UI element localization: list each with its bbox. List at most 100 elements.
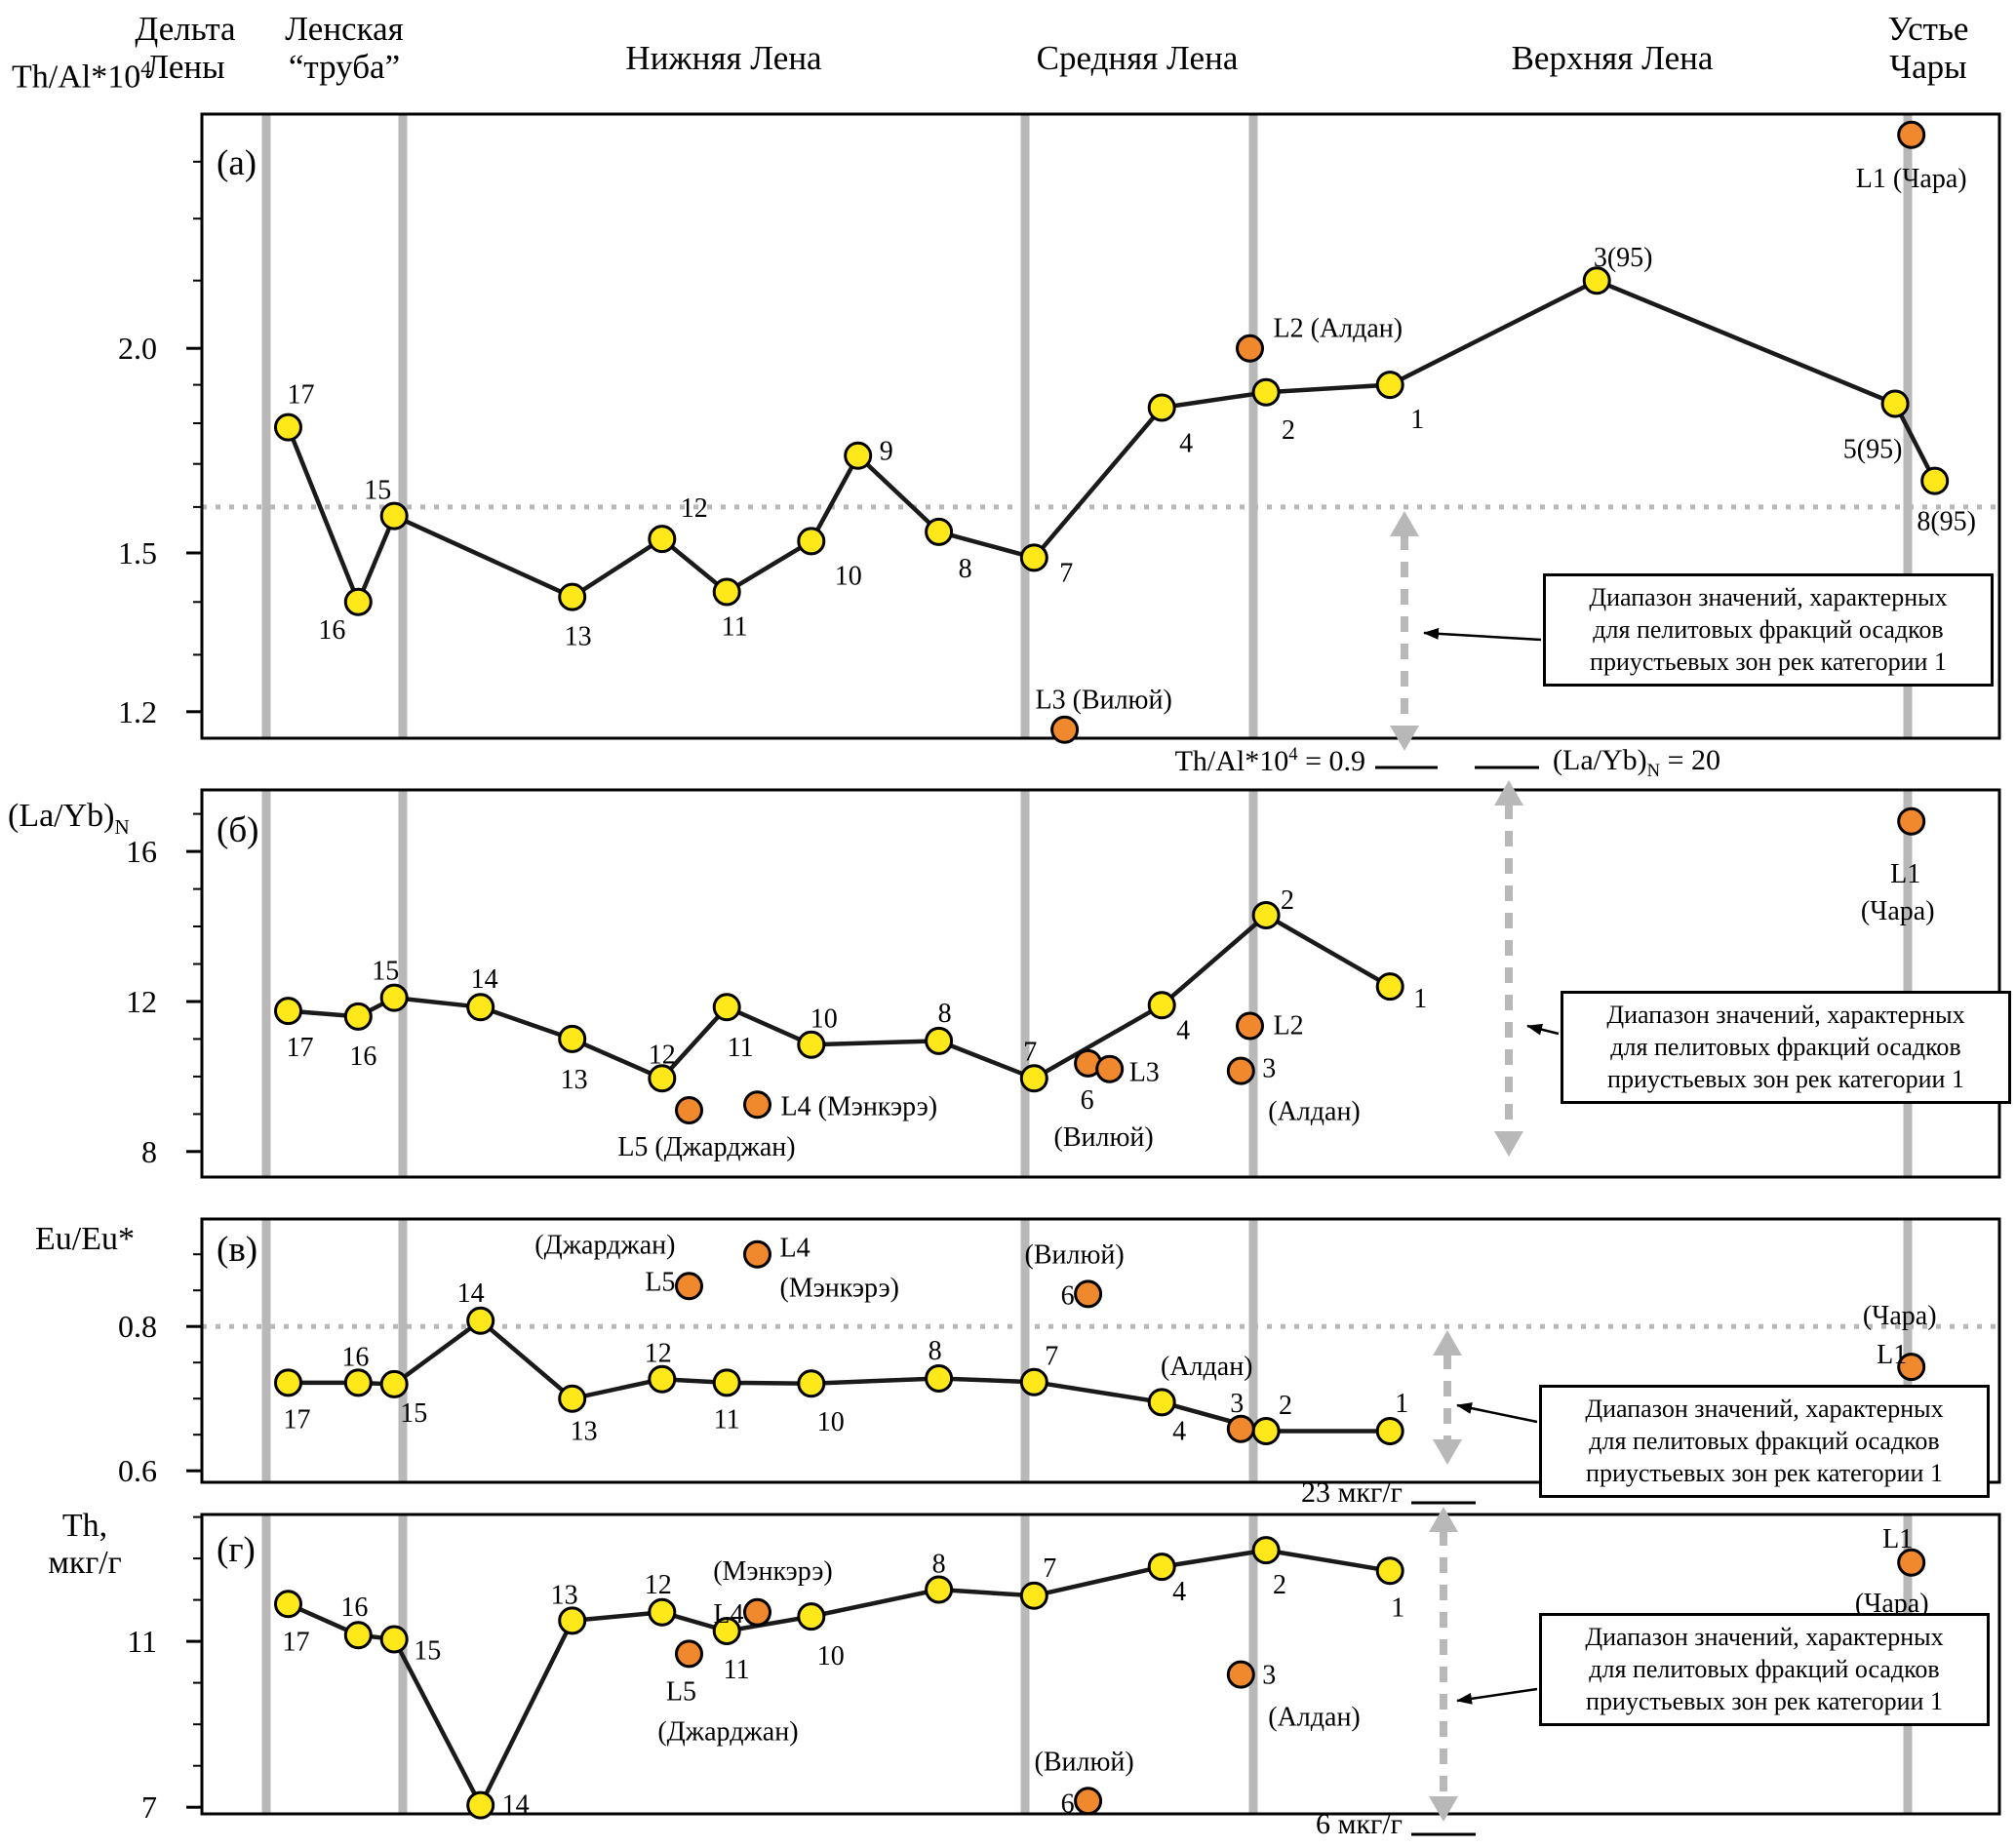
threshold-text: = 0.9 <box>1297 745 1365 777</box>
point-label: 15 <box>400 1398 427 1429</box>
data-point-10 <box>797 1030 826 1059</box>
y-axis-title-eu: Eu/Eu* <box>35 1221 135 1258</box>
data-point-2 <box>1251 377 1281 407</box>
data-point-7 <box>1019 543 1048 572</box>
point-label: 6 <box>1081 1085 1094 1116</box>
data-point-13 <box>558 582 587 611</box>
data-point-17 <box>274 1368 302 1397</box>
point-label: 5(95) <box>1843 435 1903 465</box>
data-point-L1 <box>1897 806 1926 836</box>
callout-line: приустьевых зон рек категории 1 <box>1590 647 1947 676</box>
point-sublabel: (Чара) <box>1861 896 1935 926</box>
point-label: 14 <box>502 1790 530 1821</box>
threshold-text: (La/Yb) <box>1553 744 1647 776</box>
panel-border <box>200 1217 2001 1484</box>
data-point-3 <box>1226 1056 1255 1085</box>
zone-header-line: Нижняя Лена <box>625 39 822 77</box>
zone-header-line: Средняя Лена <box>1036 39 1239 77</box>
y-tick-label: 2.0 <box>118 331 157 366</box>
point-sublabel: (Джарджан) <box>534 1230 675 1260</box>
data-point-2 <box>1251 1417 1281 1445</box>
zone-header-delta-leny: Дельта Лены <box>135 10 235 86</box>
data-point-3(95) <box>1582 266 1611 295</box>
callout-box-range-g: Диапазон значений, характерных для пелит… <box>1539 1613 1990 1727</box>
data-point-4 <box>1147 1388 1176 1417</box>
point-label: L4 <box>713 1599 743 1630</box>
point-label: 16 <box>318 615 345 646</box>
data-point-12 <box>648 1064 677 1093</box>
point-label: 13 <box>565 622 592 652</box>
data-point-10 <box>797 1369 826 1398</box>
data-line <box>288 913 1392 1081</box>
range-arrow-head-down <box>1494 1131 1523 1157</box>
data-point-8 <box>925 517 954 546</box>
point-label: L4 (Мэнкэрэ) <box>780 1091 937 1121</box>
data-point-15 <box>379 501 409 531</box>
callout-line: приустьевых зон рек категории 1 <box>1607 1064 1964 1093</box>
data-point-12 <box>648 1597 677 1627</box>
threshold-label-th-al: Th/Al*104 = 0.9 <box>927 744 1365 778</box>
point-label: 12 <box>681 493 708 524</box>
data-point-L5 <box>675 1639 703 1669</box>
point-sublabel: (Мэнкэрэ) <box>779 1274 899 1304</box>
data-point-8 <box>925 1575 954 1604</box>
data-point-11 <box>712 1368 741 1397</box>
data-point-L4 <box>743 1090 771 1120</box>
point-label: 12 <box>645 1339 672 1369</box>
point-label: L5 <box>645 1267 675 1297</box>
data-point-1 <box>1375 972 1404 1002</box>
point-label: L5 <box>666 1676 696 1707</box>
threshold-sup: 4 <box>1288 744 1298 765</box>
y-tick-label: 0.8 <box>118 1309 157 1344</box>
point-label: 16 <box>341 1342 369 1372</box>
callout-arrow <box>1456 1402 1538 1424</box>
data-point-3 <box>1226 1414 1255 1443</box>
callout-line: Диапазон значений, характерных <box>1585 1395 1944 1423</box>
data-point-17 <box>274 997 302 1026</box>
data-line <box>287 1548 1391 1808</box>
data-point-L1 <box>1897 120 1926 149</box>
panel-border <box>200 1513 2001 1816</box>
point-label: 16 <box>340 1592 368 1623</box>
callout-line: для пелитовых фракций осадков <box>1589 1654 1940 1683</box>
callout-box-range-v: Диапазон значений, характерных для пелит… <box>1539 1385 1990 1499</box>
data-point-13 <box>558 1024 587 1053</box>
point-label: 1 <box>1395 1389 1408 1419</box>
axis-title-text: Th, <box>61 1508 108 1544</box>
axis-title-sub: N <box>114 814 130 839</box>
panel-letter-a: (а) <box>217 143 257 183</box>
callout-arrow <box>1456 1687 1538 1705</box>
point-label: 13 <box>561 1065 588 1095</box>
point-label: 2 <box>1282 415 1295 446</box>
callout-line: приустьевых зон рек категории 1 <box>1586 1458 1943 1487</box>
point-label: 8 <box>929 1336 942 1366</box>
point-label: 14 <box>457 1278 485 1309</box>
y-tick-label: 11 <box>127 1624 157 1659</box>
point-sublabel: (Алдан) <box>1268 1097 1361 1127</box>
callout-box-range-b: Диапазон значений, характерных для пелит… <box>1561 991 2011 1105</box>
point-label: 8 <box>938 999 952 1029</box>
y-tick-label: 12 <box>126 984 157 1019</box>
data-point-L3 <box>1050 715 1080 744</box>
axis-title-text: (La/Yb) <box>8 798 115 834</box>
point-label: 4 <box>1176 1015 1190 1045</box>
point-label: L1 (Чара) <box>1856 164 1967 194</box>
point-label: L2 <box>1273 1010 1303 1041</box>
y-tick-label: 7 <box>141 1789 157 1825</box>
point-label: 7 <box>1043 1553 1056 1584</box>
point-label: 2 <box>1281 885 1294 916</box>
point-label: 13 <box>571 1417 598 1447</box>
data-point-14 <box>466 1306 495 1335</box>
axis-title-sup: 4 <box>140 57 151 80</box>
zone-header-line: “труба” <box>288 48 401 87</box>
point-label: 14 <box>471 964 498 995</box>
data-point-10 <box>797 1602 826 1632</box>
y-tick-label: 1.5 <box>118 535 157 570</box>
point-label: L1 <box>1890 859 1920 889</box>
data-point-8 <box>925 1364 954 1393</box>
point-label: 3(95) <box>1594 243 1653 273</box>
point-label: 10 <box>810 1004 838 1035</box>
data-point-L5 <box>675 1096 703 1124</box>
range-arrow-head-up <box>1390 511 1419 536</box>
range-arrow-head-down <box>1390 726 1419 751</box>
